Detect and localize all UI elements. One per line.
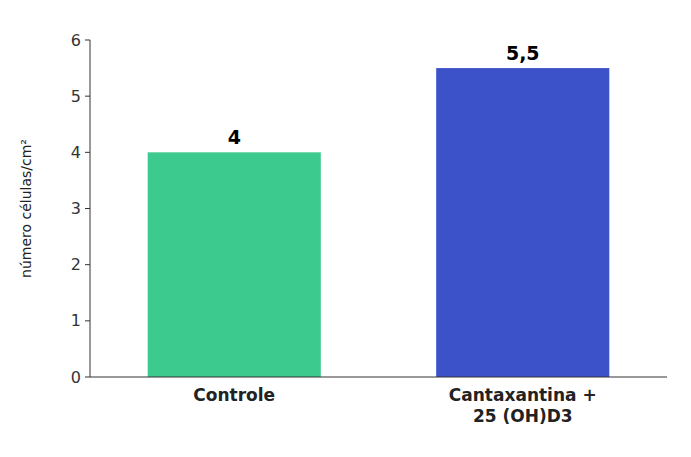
y-tick [85, 320, 90, 321]
chart-container: 0 1 2 3 4 5 6 número células/cm² Controle Cantaxa… [0, 0, 691, 457]
x-tick-label: Controle [193, 385, 275, 405]
y-tick [85, 264, 90, 265]
y-tick [85, 40, 90, 41]
x-axis-line [90, 377, 667, 378]
y-tick [85, 152, 90, 153]
y-tick [85, 208, 90, 209]
y-tick-label: 2 [71, 255, 81, 274]
y-tick-label: 4 [71, 143, 81, 162]
x-tick-label: Cantaxantina +25 (OH)D3 [449, 385, 597, 426]
y-tick-label: 6 [71, 31, 81, 50]
y-axis-label: número células/cm² [18, 139, 34, 278]
y-tick-label: 1 [71, 311, 81, 330]
bar [436, 68, 609, 377]
y-tick-label: 5 [71, 87, 81, 106]
y-tick-label: 0 [71, 368, 81, 387]
y-tick-label: 3 [71, 199, 81, 218]
data-labels: 45,5 [228, 42, 540, 148]
bars [148, 68, 610, 377]
axes: 0 1 2 3 4 5 6 [71, 31, 667, 387]
y-tick [85, 377, 90, 378]
data-label: 4 [228, 126, 241, 148]
bar [148, 152, 321, 377]
y-tick [85, 96, 90, 97]
chart: 0 1 2 3 4 5 6 número células/cm² Controle Cantaxa… [0, 0, 691, 457]
data-label: 5,5 [506, 42, 540, 64]
